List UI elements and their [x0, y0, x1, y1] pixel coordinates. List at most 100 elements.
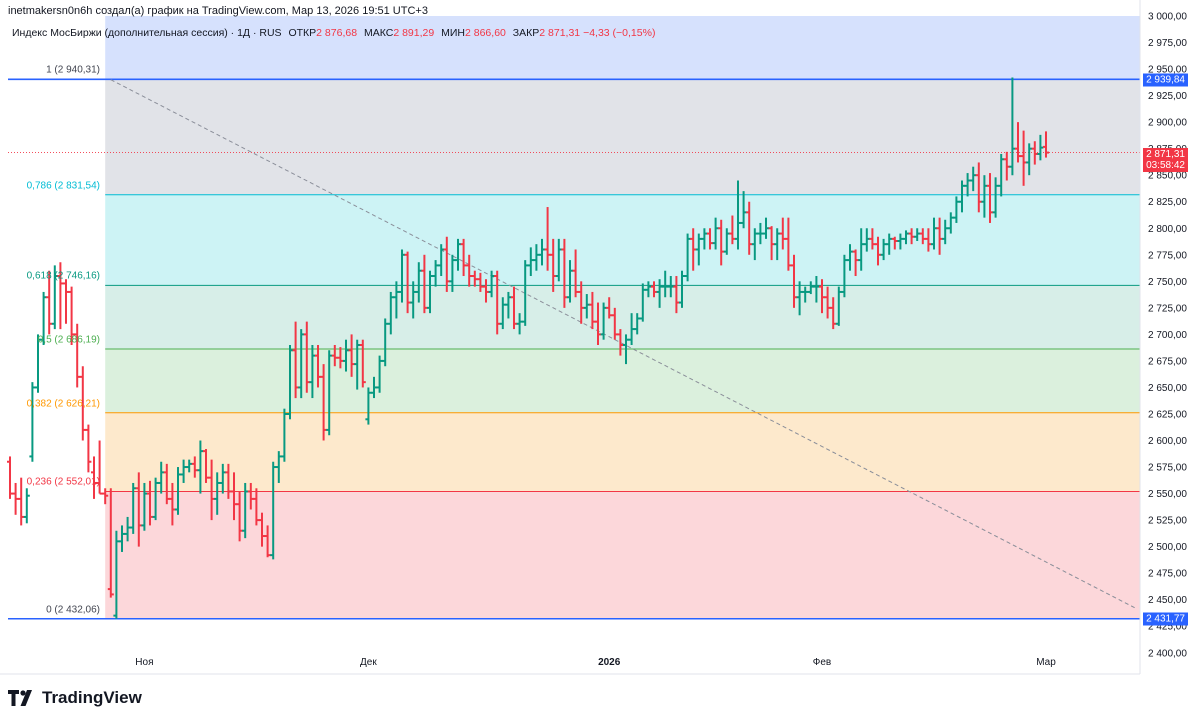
high-value: 2 891,29: [393, 27, 435, 39]
ohlc-bar: [947, 212, 954, 234]
price-tick-label: 2 575,00: [1148, 463, 1187, 474]
fib-level-label: 1 (2 940,31): [46, 64, 100, 76]
ohlc-bar: [152, 477, 159, 521]
ohlc-bar: [975, 162, 982, 213]
ohlc-bar: [124, 516, 131, 542]
ohlc-bar: [85, 424, 92, 473]
ohlc-bar: [119, 525, 125, 552]
ohlc-bar: [712, 217, 719, 250]
ohlc-bar: [242, 482, 249, 539]
ohlc-bar: [259, 512, 265, 547]
ohlc-bar: [40, 291, 47, 345]
ohlc-bar: [628, 313, 635, 345]
ohlc-bar: [774, 228, 781, 261]
ohlc-bar: [404, 251, 411, 314]
ohlc-bar: [348, 334, 355, 377]
ohlc-bar: [841, 254, 848, 298]
ohlc-bar: [35, 334, 41, 393]
ohlc-bar: [96, 440, 103, 495]
ohlc-bar: [438, 244, 445, 277]
ohlc-bar: [247, 482, 254, 510]
price-tick-label: 2 550,00: [1148, 489, 1187, 500]
price-tick-label: 2 600,00: [1148, 436, 1187, 447]
fib-zone: [105, 194, 1141, 286]
time-tick-label: Ноя: [135, 657, 153, 668]
ohlc-bar: [897, 233, 904, 250]
symbol-title[interactable]: Индекс МосБиржи (дополнительная сессия) …: [12, 27, 282, 39]
fib-zone: [105, 491, 1141, 619]
ohlc-bar: [847, 244, 853, 271]
ohlc-bar: [516, 313, 523, 335]
ohlc-bar: [135, 472, 142, 547]
change-value: −4,33 (−0,15%): [583, 27, 656, 39]
ohlc-bar: [830, 297, 837, 330]
ohlc-bar: [802, 286, 809, 303]
ohlc-bar: [281, 408, 288, 462]
ohlc-bar: [807, 281, 814, 295]
ohlc-bar: [393, 281, 400, 319]
ohlc-bar: [292, 321, 299, 399]
ohlc-bar: [880, 238, 887, 261]
ohlc-bar: [365, 387, 372, 425]
ohlc-bar: [875, 236, 881, 266]
ohlc-bar: [858, 228, 865, 271]
price-tick-label: 2 700,00: [1148, 330, 1187, 341]
ohlc-bar: [203, 449, 209, 483]
ohlc-bar: [511, 286, 517, 330]
last-price-tag: 2 871,31 03:58:42: [1143, 147, 1188, 172]
time-tick-label: Дек: [360, 657, 377, 668]
ohlc-bar: [236, 491, 243, 542]
price-tick-label: 2 400,00: [1148, 648, 1187, 659]
ohlc-bar: [656, 279, 663, 308]
ohlc-bar: [421, 254, 428, 314]
ohlc-bar: [852, 249, 859, 277]
ohlc-bar: [1015, 122, 1021, 163]
ohlc-bar: [309, 345, 316, 399]
ohlc-bar: [102, 488, 109, 505]
ohlc-bar: [214, 472, 221, 515]
ohlc-bar: [74, 323, 81, 388]
ohlc-bar: [539, 238, 545, 266]
ohlc-bar: [729, 215, 736, 245]
price-tick-label: 2 775,00: [1148, 250, 1187, 261]
ohlc-bar: [707, 228, 713, 250]
ohlc-bar: [953, 196, 960, 223]
ohlc-bar: [337, 347, 344, 369]
ohlc-bar: [253, 488, 260, 526]
price-tick-label: 2 425,00: [1148, 622, 1187, 633]
ohlc-bar: [835, 286, 842, 326]
ohlc-bar: [1009, 77, 1016, 176]
ohlc-bar: [925, 228, 932, 252]
ohlc-bar: [141, 482, 148, 531]
ohlc-bar: [919, 228, 926, 245]
fib-zone: [105, 349, 1141, 413]
ohlc-bar: [555, 238, 562, 282]
low-value: 2 866,60: [465, 27, 506, 39]
price-tick-label: 2 900,00: [1148, 118, 1187, 129]
close-value: 2 871,31: [539, 27, 581, 39]
price-tick-label: 2 975,00: [1148, 38, 1187, 49]
fib-zone: [105, 412, 1141, 492]
ohlc-bar: [303, 321, 310, 393]
ohlc-bar: [617, 329, 624, 356]
ohlc-bar: [376, 355, 383, 393]
ohlc-bar: [763, 217, 769, 239]
ohlc-bar: [533, 244, 540, 271]
ohlc-bar: [320, 364, 327, 441]
ohlc-bar: [595, 302, 601, 345]
ohlc-legend: Индекс МосБиржи (дополнительная сессия) …: [12, 27, 655, 39]
tradingview-brand[interactable]: TradingView: [8, 688, 142, 708]
ohlc-bar: [326, 350, 333, 436]
price-tick-label: 2 500,00: [1148, 542, 1187, 553]
ohlc-bar: [130, 482, 137, 534]
ohlc-bar: [382, 318, 389, 367]
ohlc-bar: [483, 279, 489, 303]
fib-zone-above: [105, 16, 1141, 80]
ohlc-bar: [746, 201, 753, 255]
ohlc-bar: [673, 276, 680, 314]
ohlc-bar: [667, 276, 674, 298]
ohlc-bar: [113, 530, 120, 619]
ohlc-bar: [695, 233, 702, 266]
high-label: МАКС: [363, 27, 394, 39]
